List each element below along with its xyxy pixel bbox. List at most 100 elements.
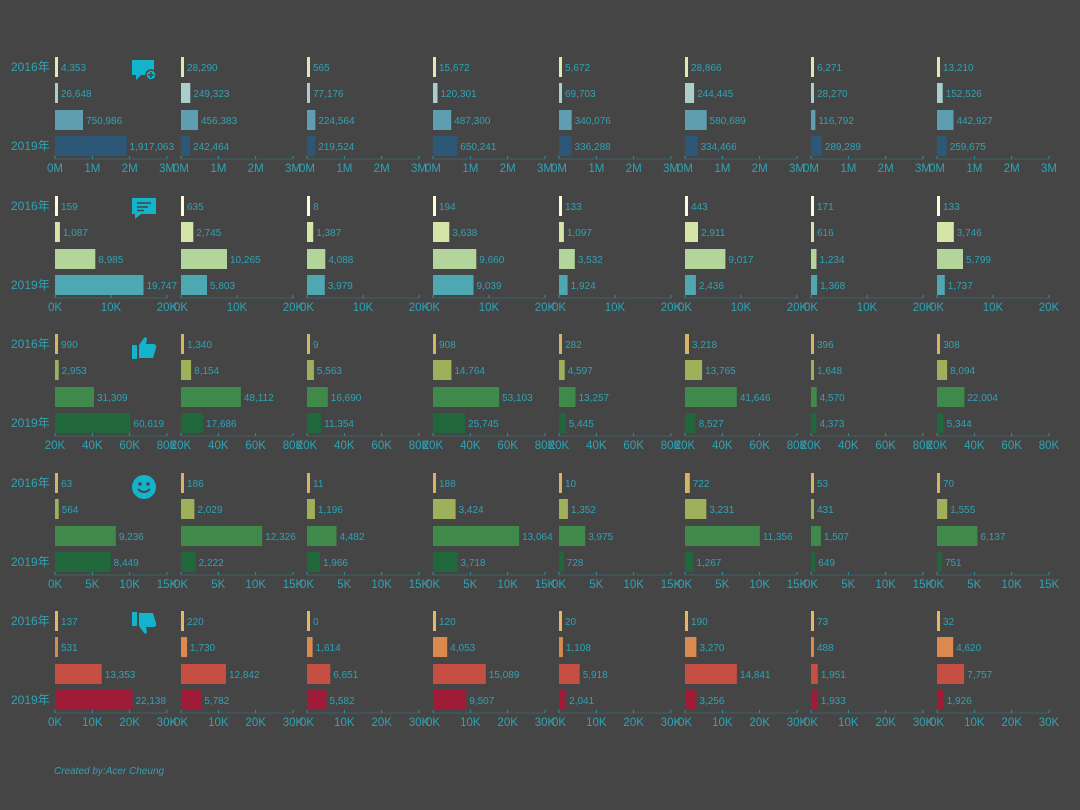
chart-row-4: 2016年 2019年 63 564 9,236 8,449 0K 5K 10K 15K 186 2,… — [11, 473, 1060, 591]
tick-label: 80K — [535, 440, 556, 452]
smiley-face-icon — [132, 475, 156, 499]
bar — [307, 360, 314, 380]
tick-label: 20K — [661, 302, 682, 314]
tick-label: 5K — [85, 579, 99, 591]
bar — [811, 110, 816, 130]
tick-label: 1M — [714, 163, 730, 175]
panel-2-8: 133 3,746 5,799 1,737 0K 10K 20K — [930, 196, 1060, 314]
bar — [559, 334, 562, 354]
tick-label: 0K — [552, 302, 566, 314]
panel-3-8: 308 8,094 22,004 5,344 20K 40K 60K 80K — [927, 334, 1060, 452]
value-label: 3,218 — [692, 340, 717, 351]
year-label-end: 2019年 — [11, 693, 50, 707]
bar — [559, 83, 562, 103]
value-label: 565 — [313, 63, 330, 74]
bar — [433, 57, 436, 77]
value-label: 1,926 — [947, 696, 972, 707]
tick-label: 40K — [712, 440, 733, 452]
tick-label: 60K — [623, 440, 644, 452]
value-label: 188 — [439, 479, 456, 490]
tick-label: 3M — [411, 163, 427, 175]
tick-label: 3M — [537, 163, 553, 175]
value-label: 2,222 — [199, 558, 224, 569]
value-label: 32 — [943, 617, 955, 628]
tick-label: 10K — [857, 302, 878, 314]
bar — [559, 473, 562, 493]
value-label: 1,267 — [696, 558, 721, 569]
bar — [181, 611, 184, 631]
tick-label: 0K — [678, 717, 692, 729]
tick-label: 60K — [245, 440, 266, 452]
value-label: 120,301 — [440, 89, 477, 100]
bar — [181, 360, 192, 380]
tick-label: 20K — [875, 717, 896, 729]
value-label: 1,648 — [817, 366, 842, 377]
bar — [181, 334, 184, 354]
value-label: 3,256 — [699, 696, 724, 707]
tick-label: 1M — [210, 163, 226, 175]
tick-label: 0K — [804, 717, 818, 729]
panel-5-6: 190 3,270 14,841 3,256 0K 10K 20K 30K — [678, 611, 808, 729]
tick-label: 15K — [787, 579, 808, 591]
value-label: 1,196 — [318, 505, 343, 516]
value-label: 5,782 — [204, 696, 229, 707]
bar — [559, 611, 562, 631]
value-label: 336,288 — [575, 142, 612, 153]
bar — [937, 83, 943, 103]
tick-label: 5K — [337, 579, 351, 591]
bar — [811, 664, 818, 684]
bar — [685, 57, 688, 77]
tick-label: 80K — [283, 440, 304, 452]
bar — [685, 110, 707, 130]
tick-label: 10K — [371, 579, 392, 591]
value-label: 289,289 — [825, 142, 862, 153]
panel-3-3: 9 5,563 16,690 11,354 20K 40K 60K 80K — [297, 334, 430, 452]
tick-label: 0K — [426, 717, 440, 729]
value-label: 7,757 — [967, 670, 992, 681]
year-label-start: 2016年 — [11, 60, 50, 74]
tick-label: 0K — [48, 717, 62, 729]
bar — [811, 222, 814, 242]
tick-label: 20K — [675, 440, 696, 452]
tick-label: 20K — [549, 440, 570, 452]
bar — [307, 136, 316, 156]
bar — [559, 413, 566, 433]
value-label: 5,799 — [966, 255, 991, 266]
panel-5-4: 120 4,053 15,089 9,507 0K 10K 20K 30K — [426, 611, 556, 729]
value-label: 73 — [817, 617, 829, 628]
tick-label: 2M — [1004, 163, 1020, 175]
tick-label: 40K — [964, 440, 985, 452]
tick-label: 60K — [119, 440, 140, 452]
bar — [937, 275, 945, 295]
tick-label: 5K — [841, 579, 855, 591]
bar — [307, 83, 310, 103]
value-label: 635 — [187, 202, 204, 213]
year-label-start: 2016年 — [11, 614, 50, 628]
value-label: 750,986 — [86, 116, 123, 127]
bar — [685, 473, 690, 493]
tick-label: 15K — [409, 579, 430, 591]
tick-label: 1M — [966, 163, 982, 175]
value-label: 1,340 — [187, 340, 212, 351]
tick-label: 30K — [535, 717, 556, 729]
bar — [433, 611, 436, 631]
bar — [181, 57, 184, 77]
tick-label: 60K — [371, 440, 392, 452]
bar — [181, 249, 227, 269]
value-label: 15,672 — [439, 63, 470, 74]
bar — [181, 637, 188, 657]
value-label: 17,686 — [206, 419, 237, 430]
tick-label: 10K — [497, 579, 518, 591]
panel-1-2: 28,290 249,323 456,383 242,464 0M 1M 2M 3M — [173, 57, 301, 175]
bar — [559, 387, 576, 407]
bar — [937, 413, 944, 433]
thumbs-down-icon — [132, 612, 157, 634]
value-label: 487,300 — [454, 116, 491, 127]
tick-label: 30K — [1039, 717, 1060, 729]
year-label-start: 2016年 — [11, 476, 50, 490]
